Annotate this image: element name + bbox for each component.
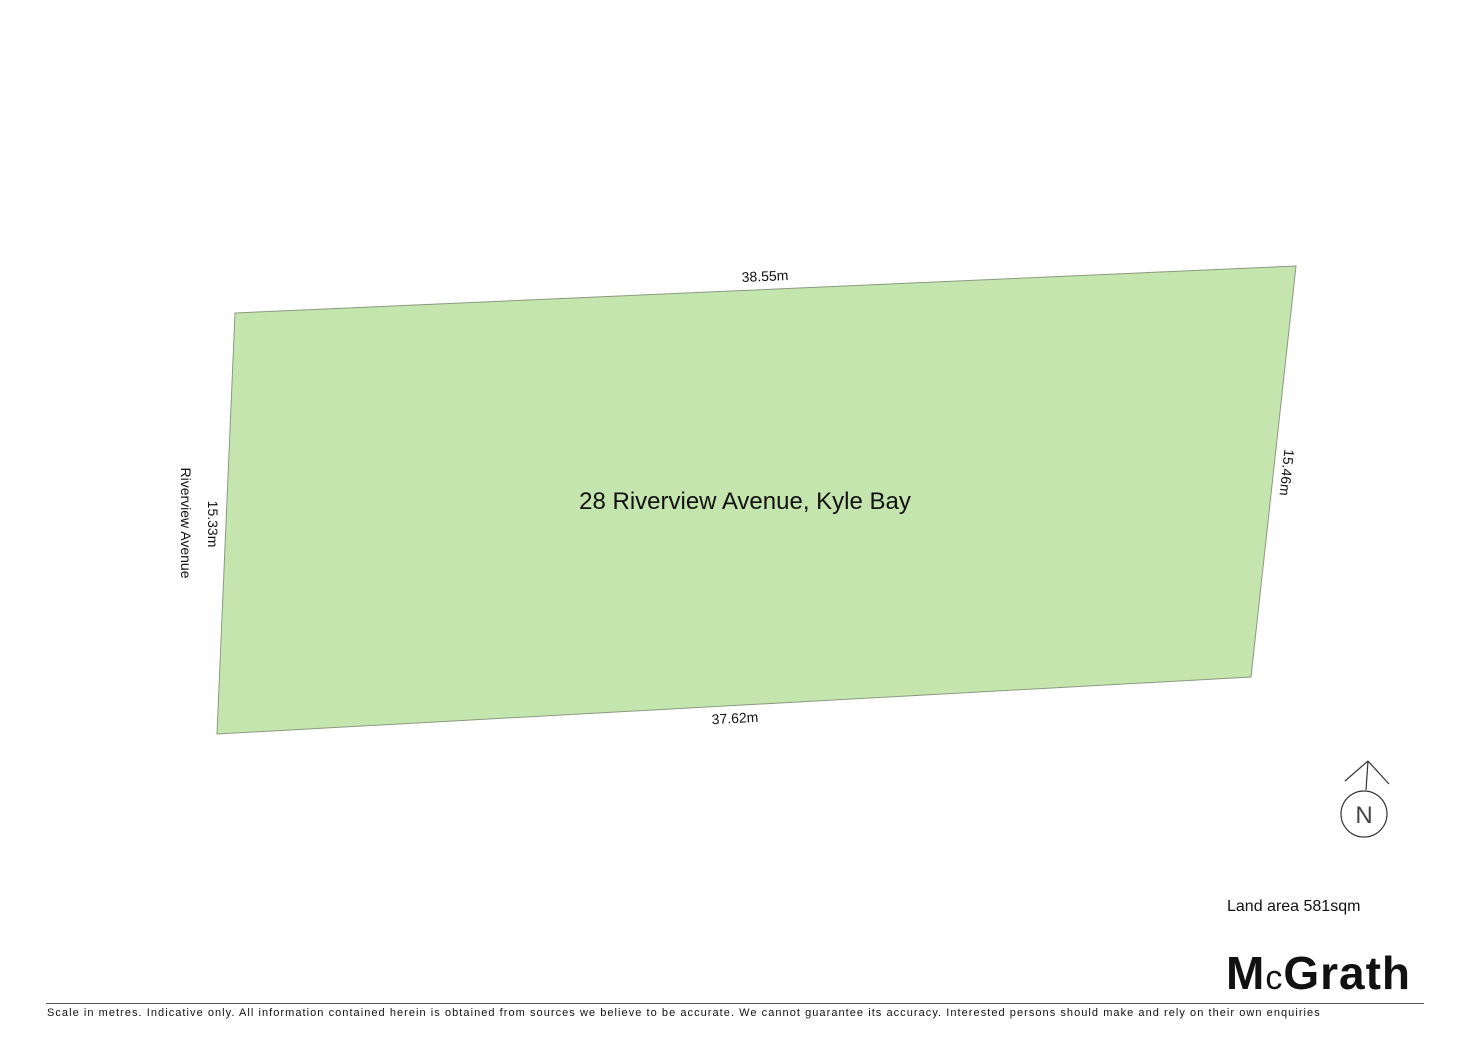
compass-label: N [1355, 802, 1372, 829]
dimension-top: 38.55m [741, 267, 788, 285]
mcgrath-logo: McGrath [1226, 950, 1411, 996]
dimension-bottom: 37.62m [711, 709, 758, 727]
footer-divider [46, 1003, 1424, 1004]
land-area: Land area 581sqm [1227, 898, 1361, 915]
dimension-left: 15.33m [205, 501, 221, 548]
street-name: Riverview Avenue [178, 467, 194, 578]
logo-part: c [1265, 959, 1284, 997]
lot-boundary [216, 265, 1297, 735]
logo-part: Grath [1283, 947, 1412, 999]
lot-address: 28 Riverview Avenue, Kyle Bay [579, 488, 911, 515]
north-arrow-icon [1340, 760, 1390, 838]
logo-part: M [1226, 947, 1266, 999]
disclaimer: Scale in metres. Indicative only. All in… [47, 1007, 1321, 1019]
dimension-right: 15.46m [1277, 448, 1298, 496]
